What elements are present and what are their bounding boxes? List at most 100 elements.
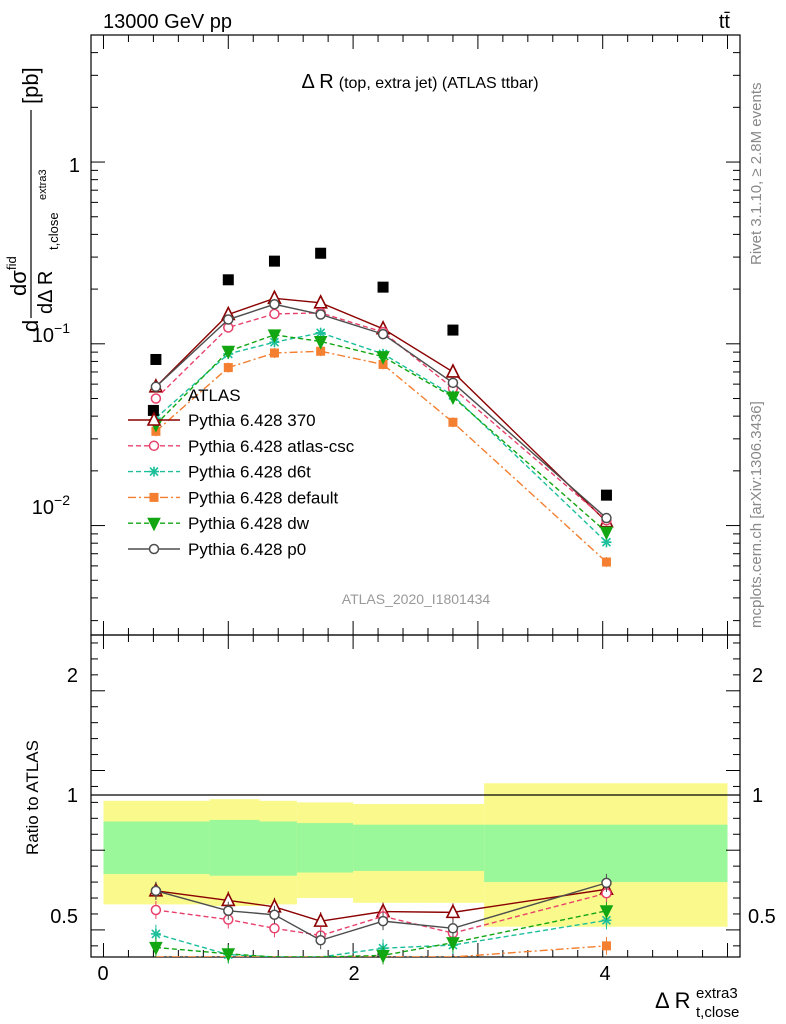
series-4-point-5: [446, 391, 460, 406]
legend-marker-5: [148, 543, 160, 555]
plot-title: Δ R (top, extra jet) (ATLAS ttbar): [301, 71, 538, 93]
series-0-point-5: [445, 363, 461, 378]
ratio-ytick-05: 0.5: [50, 906, 78, 928]
series-5-point-2: [269, 299, 280, 310]
series-4-point-1: [221, 345, 236, 360]
series-2-point-6: [601, 537, 612, 548]
series-1-point-0: [150, 393, 162, 404]
series-3-point-6: [601, 557, 611, 567]
ytick-label-1: 1: [69, 155, 80, 177]
atlas-point-0: [150, 353, 162, 365]
main-axis-ticks: [91, 34, 740, 622]
series-4-ratio-point-5: [446, 937, 460, 951]
series-ratio-3: [155, 936, 611, 957]
series-4-ratio-point-0: [149, 941, 163, 956]
xlabel-main: Δ R: [655, 988, 690, 1013]
ratio-plot-data: [148, 873, 614, 965]
legend-label-4: Pythia 6.428 dw: [188, 514, 310, 533]
series-3-point-5: [448, 417, 458, 427]
rivet-version-label: Rivet 3.1.10, ≥ 2.8M events: [748, 83, 765, 266]
atlas-data-points: [147, 247, 612, 501]
legend-label-2: Pythia 6.428 d6t: [188, 463, 311, 482]
analysis-watermark: ATLAS_2020_I1801434: [342, 591, 491, 607]
series-3-point-2: [269, 348, 279, 358]
series-5-point-0: [150, 381, 162, 393]
xtick-label-2: 2: [348, 963, 359, 985]
legend-label-1: Pythia 6.428 atlas-csc: [188, 437, 355, 456]
series-4-point-6: [599, 526, 614, 541]
series-5-point-4: [377, 328, 389, 340]
xtick-label-0: 0: [97, 963, 108, 985]
ylabel-dsigma: dσ: [6, 270, 31, 296]
series-5-ratio-point-4: [377, 915, 389, 927]
atlas-point-2: [268, 255, 280, 267]
mcplots-label: mcplots.cern.ch [arXiv:1306.3436]: [748, 401, 765, 628]
green-band-1: [209, 819, 260, 876]
main-y-axis-label: d dσ fid dΔ R t,close extra3 [pb]: [4, 67, 61, 332]
legend-label-5: Pythia 6.428 p0: [188, 540, 306, 559]
series-2-ratio-point-0: [150, 928, 161, 939]
atlas-point-3: [315, 247, 327, 259]
atlas-legend-marker: [147, 404, 159, 416]
series-ratio-5: [150, 873, 612, 950]
ratio-y-axis-label: Ratio to ATLAS: [23, 740, 42, 855]
xlabel-sub: t,close: [696, 1004, 739, 1021]
series-1-ratio-point-0: [150, 904, 162, 916]
xlabel-sup: extra3: [696, 985, 738, 1002]
ytick-label-1e-2: 10−2: [32, 492, 70, 519]
ratio-ytick-05-right: 0.5: [748, 906, 776, 928]
legend-marker-1: [148, 440, 160, 452]
atlas-point-6: [600, 489, 612, 501]
x-axis-ticks: [102, 35, 729, 957]
series-1-point-2: [269, 308, 280, 320]
series-4-ratio-point-1: [221, 948, 236, 962]
ylabel-sup: extra3: [37, 169, 49, 200]
green-band-2: [259, 821, 297, 876]
legend: ATLAS Pythia 6.428 370 Pythia 6.428 atlas-…: [128, 386, 355, 559]
legend-label-3: Pythia 6.428 default: [188, 488, 339, 507]
series-5-ratio-point-2: [269, 909, 280, 921]
ylabel-d: d: [18, 320, 43, 332]
atlas-point-1: [222, 274, 234, 286]
series-2-ratio-point-6: [601, 915, 612, 926]
x-axis-label: Δ R extra3 t,close: [655, 985, 739, 1021]
series-3-ratio-point-6: [601, 941, 611, 951]
series-5-point-1: [223, 314, 234, 325]
series-5-ratio-point-6: [601, 877, 612, 889]
legend-marker-0: [146, 411, 162, 426]
series-5-point-6: [601, 512, 612, 524]
green-band-0: [103, 821, 210, 875]
x-tick-labels: 0 2 4: [97, 963, 610, 985]
series-2-point-3: [315, 327, 326, 338]
series-4-ratio-point-6: [599, 905, 614, 919]
series-5-ratio-point-0: [150, 885, 162, 897]
ylabel-sub: t,close: [46, 212, 61, 250]
ratio-ytick-1: 1: [67, 785, 78, 807]
series-1-ratio-point-2: [269, 923, 280, 934]
series-main-5: [150, 299, 612, 524]
ylabel-dR: dΔ R: [35, 271, 57, 314]
ratio-y-tick-labels: 2 1 0.5 2 1 0.5: [50, 665, 776, 928]
series-5-point-5: [447, 377, 459, 389]
main-y-tick-labels: 1 10−1 10−2: [32, 155, 80, 519]
series-4-point-4: [376, 351, 390, 365]
process-label: tt̄: [719, 11, 731, 33]
green-band-3: [296, 823, 354, 873]
series-5-point-3: [315, 309, 326, 320]
legend-marker-2: [149, 466, 159, 477]
atlas-point-4: [377, 281, 389, 293]
ratio-axis-ticks: [91, 642, 740, 947]
main-plot-data: [147, 247, 614, 568]
green-band-4: [353, 824, 485, 871]
green-band-5: [484, 824, 728, 883]
ratio-ytick-2: 2: [67, 665, 78, 687]
series-ratio-4: [149, 901, 614, 965]
ratio-ytick-2-right: 2: [752, 665, 763, 687]
ylabel-unit: [pb]: [18, 67, 43, 104]
series-0-ratio-point-5: [445, 903, 461, 919]
atlas-point-5: [447, 324, 459, 336]
ratio-uncertainty-bands: [103, 783, 728, 927]
series-4-ratio-point-4: [376, 949, 390, 964]
series-4-point-2: [267, 329, 282, 343]
